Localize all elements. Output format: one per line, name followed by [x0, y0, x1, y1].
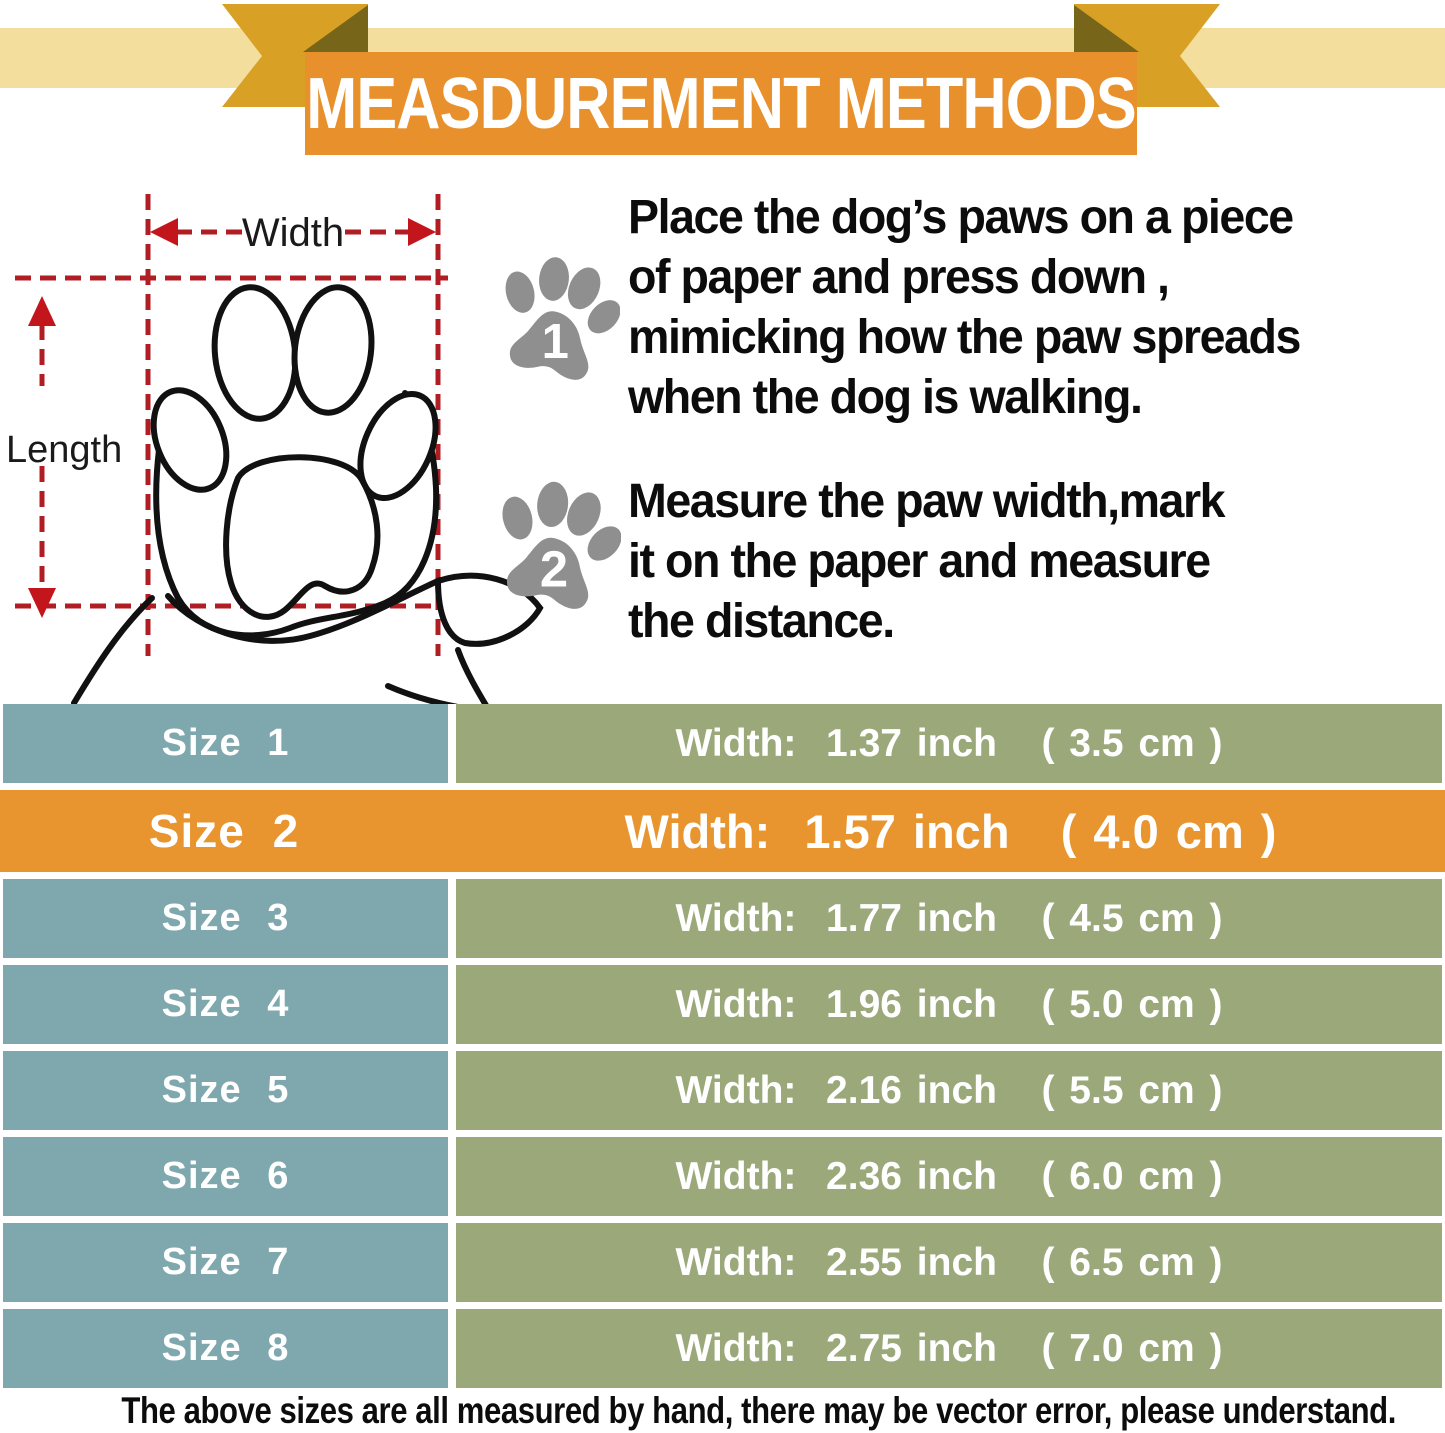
ribbon-right-tail	[1074, 4, 1220, 107]
table-row-size-1: Size 1 Width: 1.37 inch ( 3.5 cm )	[3, 704, 1442, 783]
banner-rect	[305, 52, 1137, 155]
page-title: MEASDUREMENT METHODS	[305, 52, 1137, 155]
width-cell: Width: 1.77 inch ( 4.5 cm )	[456, 879, 1442, 958]
size-cell: Size 6	[3, 1137, 448, 1216]
measure-arrowheads	[28, 218, 436, 618]
table-row-size-7: Size 7 Width: 2.55 inch ( 6.5 cm )	[3, 1223, 1442, 1302]
width-value: Width: 2.75 inch ( 7.0 cm )	[675, 1326, 1223, 1370]
footer-note: The above sizes are all measured by hand…	[0, 1390, 1445, 1432]
width-value: Width: 1.57 inch ( 4.0 cm )	[624, 804, 1277, 858]
step1-line1: Place the dog’s paws on a piece	[628, 191, 1294, 244]
ribbon-banner-graphic	[0, 4, 1445, 155]
ribbon-left-fold	[303, 5, 368, 52]
width-cell: Width: 2.75 inch ( 7.0 cm )	[456, 1309, 1442, 1388]
footer-note-text: The above sizes are all measured by hand…	[121, 1390, 1396, 1431]
size-cell: Size 7	[3, 1223, 448, 1302]
table-row-size-6: Size 6 Width: 2.36 inch ( 6.0 cm )	[3, 1137, 1442, 1216]
width-value: Width: 2.55 inch ( 6.5 cm )	[675, 1240, 1223, 1284]
ribbon-left-tail	[222, 4, 368, 107]
size-label: Size 8	[161, 1327, 290, 1369]
size-cell: Size 2	[0, 790, 448, 872]
step1-instructions: Place the dog’s paws on a piece of paper…	[628, 188, 1419, 428]
step2-line1: Measure the paw width,mark	[628, 475, 1226, 528]
width-cell: Width: 1.96 inch ( 5.0 cm )	[456, 965, 1442, 1044]
size-cell: Size 4	[3, 965, 448, 1044]
size-label: Size 6	[161, 1155, 290, 1197]
size-label: Size 5	[161, 1069, 290, 1111]
size-label: Size 7	[161, 1241, 290, 1283]
table-row-size-4: Size 4 Width: 1.96 inch ( 5.0 cm )	[3, 965, 1442, 1044]
size-label: Size 4	[161, 983, 290, 1025]
paw-outline-drawing	[71, 284, 544, 704]
paw-measure-diagram: Width Length	[6, 194, 544, 704]
step1-line4: when the dog is walking.	[628, 371, 1143, 424]
size-label: Size 3	[161, 897, 290, 939]
width-value: Width: 1.96 inch ( 5.0 cm )	[675, 982, 1223, 1026]
width-label: Width	[242, 211, 344, 255]
step2-line2: it on the paper and measure	[628, 535, 1211, 588]
step1-line3: mimicking how the paw spreads	[628, 311, 1301, 364]
step2-paw-icon: 2	[502, 481, 621, 609]
step2-instructions: Measure the paw width,mark it on the pap…	[628, 472, 1419, 652]
step1-number: 1	[542, 315, 569, 369]
width-cell: Width: 1.57 inch ( 4.0 cm )	[456, 790, 1445, 872]
table-row-size-8: Size 8 Width: 2.75 inch ( 7.0 cm )	[3, 1309, 1442, 1388]
width-cell: Width: 2.36 inch ( 6.0 cm )	[456, 1137, 1442, 1216]
width-value: Width: 1.77 inch ( 4.5 cm )	[675, 896, 1223, 940]
size-table: Size 1 Width: 1.37 inch ( 3.5 cm ) Size …	[0, 704, 1445, 1395]
size-cell: Size 8	[3, 1309, 448, 1388]
step1-line2: of paper and press down ,	[628, 251, 1170, 304]
step1-paw-icon: 1	[505, 257, 620, 380]
size-label: Size 2	[148, 805, 300, 857]
width-value: Width: 1.37 inch ( 3.5 cm )	[675, 721, 1223, 765]
step2-number: 2	[540, 540, 568, 597]
size-cell: Size 1	[3, 704, 448, 783]
width-value: Width: 2.36 inch ( 6.0 cm )	[675, 1154, 1223, 1198]
page-title-text: MEASDUREMENT METHODS	[306, 63, 1136, 144]
step2-line3: the distance.	[628, 595, 895, 648]
table-row-size-5: Size 5 Width: 2.16 inch ( 5.5 cm )	[3, 1051, 1442, 1130]
ribbon-right-fold	[1074, 5, 1139, 52]
width-value: Width: 2.16 inch ( 5.5 cm )	[675, 1068, 1223, 1112]
table-row-size-2-highlighted: Size 2 Width: 1.57 inch ( 4.0 cm )	[0, 790, 1445, 872]
width-cell: Width: 2.16 inch ( 5.5 cm )	[456, 1051, 1442, 1130]
length-label: Length	[6, 429, 122, 471]
width-cell: Width: 1.37 inch ( 3.5 cm )	[456, 704, 1442, 783]
width-cell: Width: 2.55 inch ( 6.5 cm )	[456, 1223, 1442, 1302]
size-cell: Size 3	[3, 879, 448, 958]
size-label: Size 1	[161, 722, 290, 764]
table-row-size-3: Size 3 Width: 1.77 inch ( 4.5 cm )	[3, 879, 1442, 958]
size-cell: Size 5	[3, 1051, 448, 1130]
